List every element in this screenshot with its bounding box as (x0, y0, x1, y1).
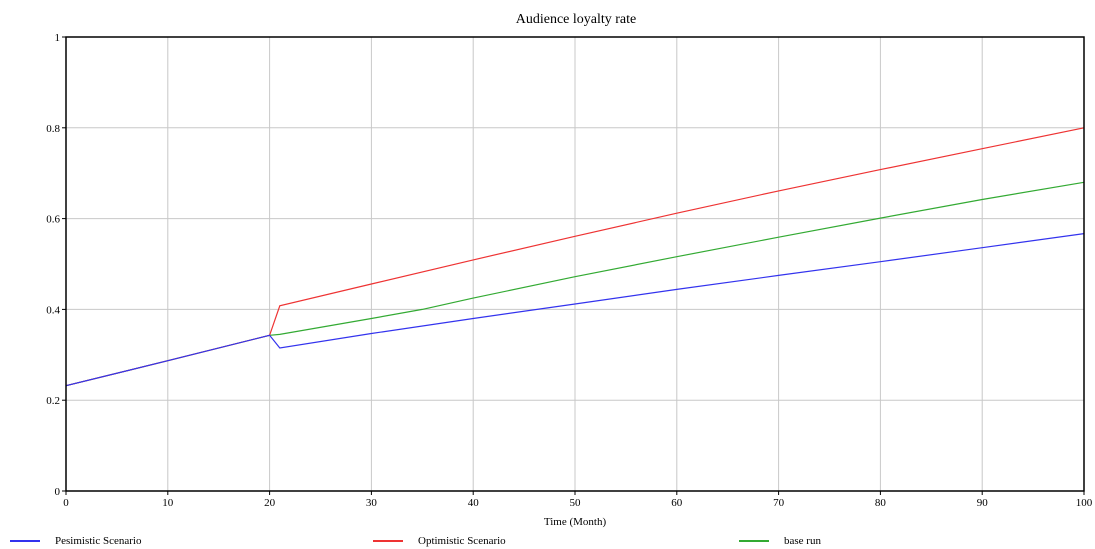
x-tick-label: 40 (468, 497, 480, 509)
axis-ticks: 0 10 20 30 40 50 60 70 80 90 100 0 0.2 0.4 0.6 0.8 1 (46, 32, 1093, 509)
y-tick-label: 0.2 (46, 395, 60, 407)
x-tick-label: 0 (63, 497, 69, 509)
y-tick-label: 0.6 (46, 214, 60, 226)
x-tick-label: 100 (1076, 497, 1093, 509)
x-tick-label: 50 (570, 497, 582, 509)
x-axis-title: Time (Month) (544, 516, 607, 528)
legend-label-base-run: base run (784, 535, 821, 547)
legend-item-optimistic: Optimistic Scenario (373, 533, 506, 549)
y-tick-label: 0.4 (46, 304, 60, 316)
y-tick-label: 0 (55, 486, 61, 498)
x-tick-label: 70 (773, 497, 785, 509)
y-tick-label: 0.8 (46, 123, 60, 135)
x-tick-label: 10 (162, 497, 174, 509)
legend-swatch-optimistic (373, 540, 403, 542)
series-lines (65, 127, 1085, 387)
x-tick-label: 90 (977, 497, 989, 509)
grid-lines (66, 37, 1084, 491)
y-tick-label: 1 (55, 32, 61, 44)
x-tick-label: 20 (264, 497, 276, 509)
legend-swatch-pesimistic (10, 540, 40, 542)
x-tick-label: 60 (671, 497, 683, 509)
legend-label-pesimistic: Pesimistic Scenario (55, 535, 142, 547)
legend-swatch-base-run (739, 540, 769, 542)
chart-title: Audience loyalty rate (516, 12, 637, 27)
x-tick-label: 80 (875, 497, 887, 509)
x-tick-label: 30 (366, 497, 378, 509)
series-line-pesimistic-scenario (65, 233, 1085, 387)
legend: Pesimistic Scenario Optimistic Scenario … (0, 533, 1095, 549)
legend-item-base-run: base run (739, 533, 821, 549)
legend-label-optimistic: Optimistic Scenario (418, 535, 506, 547)
legend-item-pesimistic: Pesimistic Scenario (10, 533, 141, 549)
